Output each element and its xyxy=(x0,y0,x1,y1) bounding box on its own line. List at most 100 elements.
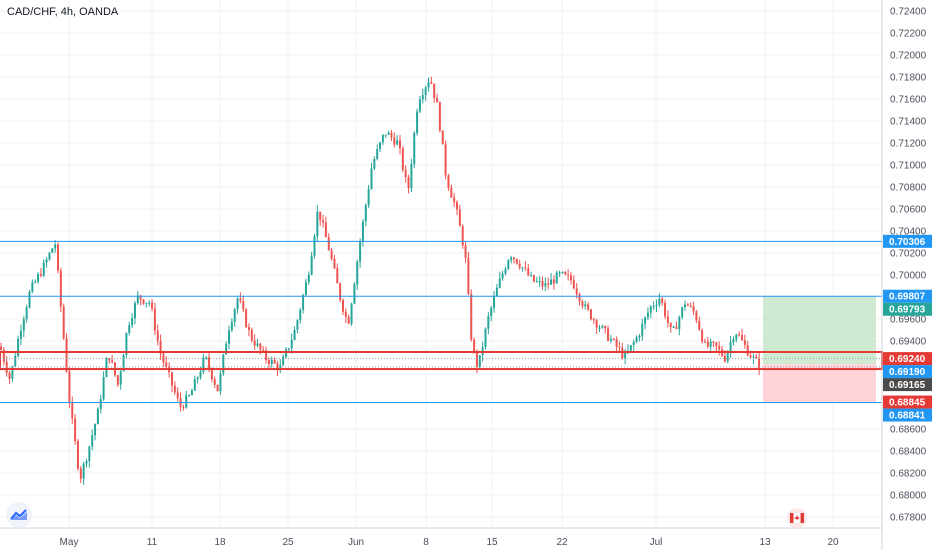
x-tick-label: 15 xyxy=(486,537,498,548)
candle-body xyxy=(507,260,510,269)
candle-body xyxy=(755,356,758,359)
candle-body xyxy=(447,175,450,188)
candle-body xyxy=(199,371,202,378)
candle-body xyxy=(410,163,413,189)
price-tag-label: 0.70306 xyxy=(889,237,926,248)
candle-body xyxy=(34,281,37,283)
candle-body xyxy=(302,295,305,310)
candle-body xyxy=(475,351,478,368)
candle-body xyxy=(71,402,74,419)
candle-body xyxy=(165,362,168,367)
y-tick-label: 0.71200 xyxy=(890,139,927,150)
candle-body xyxy=(441,130,444,145)
candle-body xyxy=(458,209,461,227)
candle-body xyxy=(547,283,550,285)
candle-body xyxy=(102,377,105,400)
canada-flag-icon[interactable] xyxy=(787,508,807,528)
candle-body xyxy=(666,316,669,323)
candle-body xyxy=(518,263,521,268)
candle-body xyxy=(738,334,741,336)
candle-body xyxy=(718,346,721,350)
candle-body xyxy=(624,352,627,359)
candle-body xyxy=(675,326,678,330)
candle-body xyxy=(344,311,347,317)
candle-body xyxy=(319,211,322,221)
candle-body xyxy=(313,236,316,256)
candle-body xyxy=(632,341,635,346)
candle-body xyxy=(743,340,746,345)
candle-body xyxy=(330,250,333,259)
price-tag xyxy=(883,352,932,366)
candle-body xyxy=(136,295,139,304)
candle-body xyxy=(381,134,384,143)
candle-body xyxy=(649,306,652,313)
candle-body xyxy=(370,168,373,189)
candle-body xyxy=(578,294,581,302)
candle-body xyxy=(433,83,436,98)
candle-body xyxy=(282,356,285,366)
candle-body xyxy=(39,274,42,276)
candle-body xyxy=(267,359,270,365)
candle-body xyxy=(646,312,649,318)
candle-body xyxy=(689,305,692,307)
price-tag-label: 0.69165 xyxy=(889,380,926,391)
y-tick-label: 0.71600 xyxy=(890,95,927,106)
x-tick-label: 20 xyxy=(827,537,839,548)
candle-body xyxy=(470,293,473,340)
candle-body xyxy=(88,446,91,462)
candle-body xyxy=(188,395,191,397)
candle-body xyxy=(655,304,658,307)
candle-body xyxy=(541,280,544,287)
candle-body xyxy=(635,337,638,342)
candle-body xyxy=(527,268,530,276)
candle-body xyxy=(404,169,407,178)
flag-icon xyxy=(790,513,804,523)
candle-body xyxy=(638,335,641,338)
candle-body xyxy=(652,306,655,308)
price-tag xyxy=(883,378,932,392)
candle-body xyxy=(535,281,538,283)
candle-body xyxy=(427,82,430,88)
candle-body xyxy=(262,349,265,351)
y-tick-label: 0.72400 xyxy=(890,7,927,18)
candle-body xyxy=(570,275,572,281)
candle-body xyxy=(153,308,156,331)
candle-body xyxy=(307,274,310,283)
y-tick-label: 0.68400 xyxy=(890,447,927,458)
candle-body xyxy=(213,379,216,385)
candle-body xyxy=(418,99,421,112)
candle-body xyxy=(17,338,20,357)
candle-body xyxy=(299,309,302,321)
candle-body xyxy=(598,327,601,329)
candle-body xyxy=(387,132,390,135)
y-tick-label: 0.69600 xyxy=(890,315,927,326)
candle-body xyxy=(185,395,188,408)
price-tag xyxy=(883,395,932,409)
candle-body xyxy=(11,366,14,379)
candle-body xyxy=(467,257,470,294)
candle-body xyxy=(196,377,199,380)
candle-body xyxy=(37,274,40,282)
candle-body xyxy=(54,244,57,249)
candle-body xyxy=(19,330,22,339)
candle-body xyxy=(695,311,698,321)
candle-body xyxy=(703,341,706,343)
candle-body xyxy=(202,357,205,372)
candle-body xyxy=(208,357,211,369)
tradingview-logo[interactable] xyxy=(6,502,32,528)
candle-body xyxy=(461,226,464,246)
candle-body xyxy=(587,304,590,310)
price-tag-label: 0.69807 xyxy=(889,292,926,303)
candle-body xyxy=(424,87,427,96)
candle-body xyxy=(741,335,743,341)
candle-body xyxy=(125,332,128,356)
candle-body xyxy=(293,330,296,340)
candle-body xyxy=(629,345,632,351)
candle-body xyxy=(501,273,504,279)
candle-body xyxy=(290,339,293,349)
x-tick-label: 8 xyxy=(423,537,429,548)
candle-body xyxy=(484,328,487,348)
candle-body xyxy=(145,302,148,304)
